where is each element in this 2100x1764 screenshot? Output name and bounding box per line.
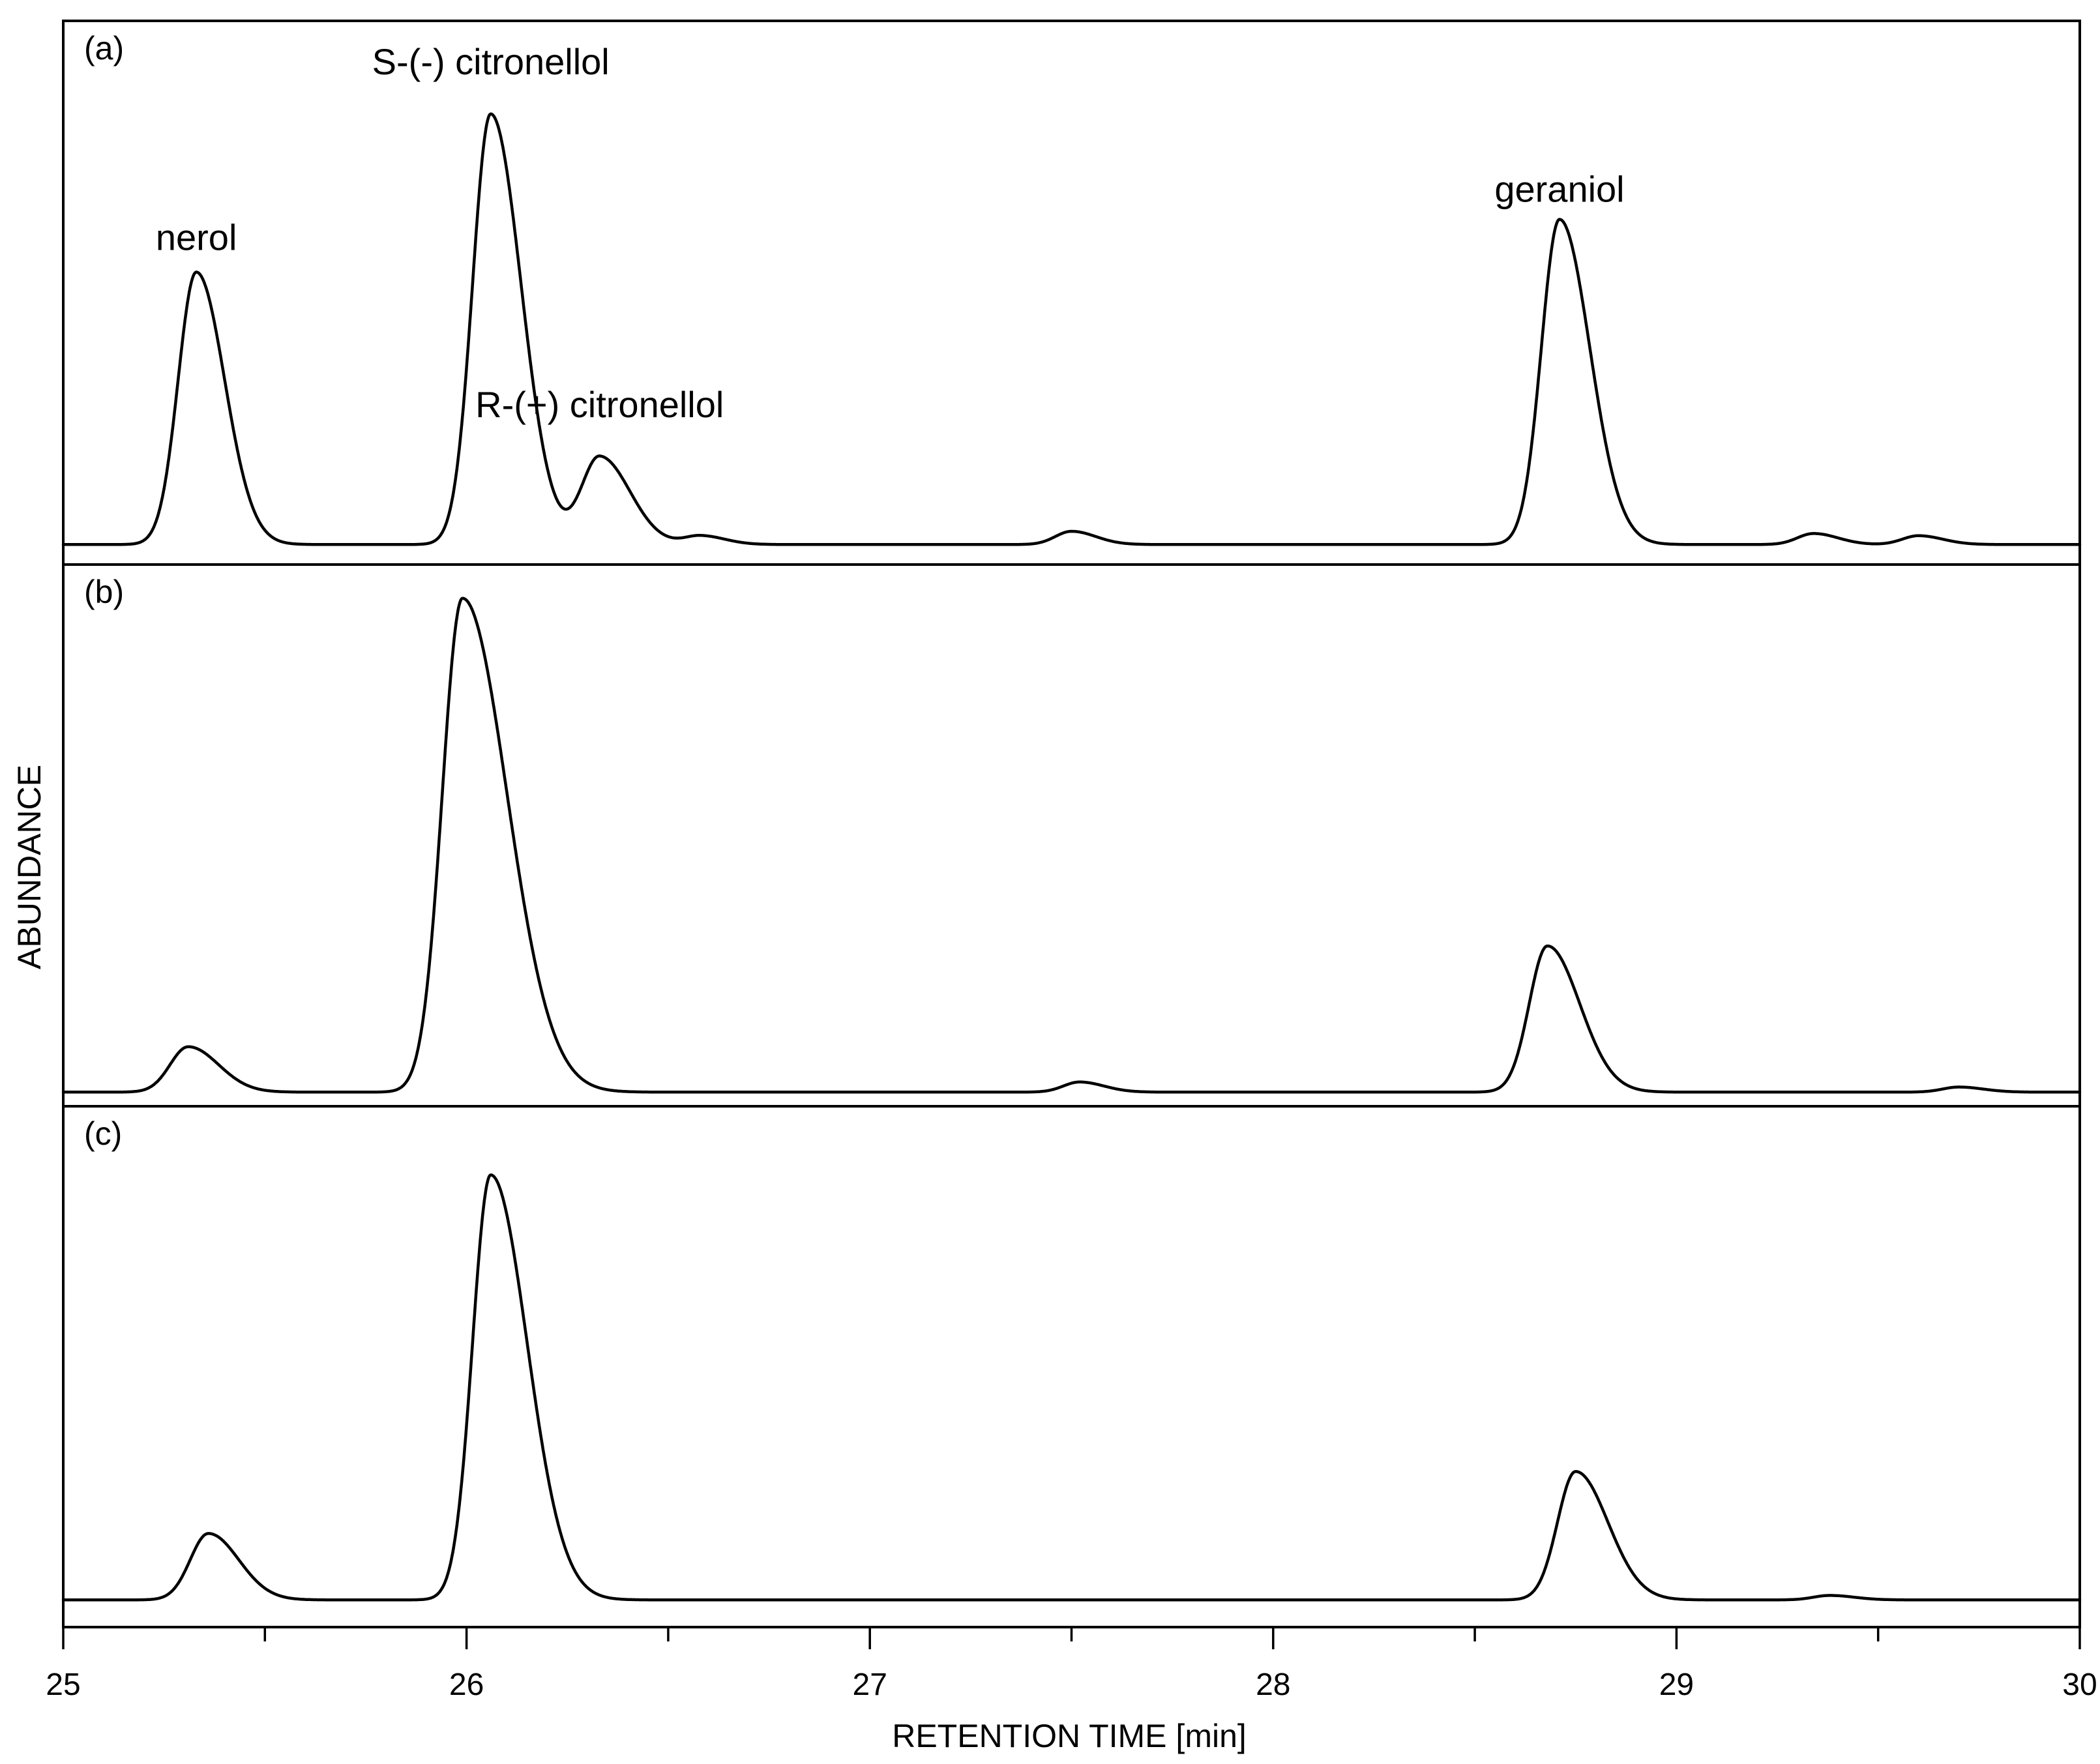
trace-panel-2 — [61, 596, 2082, 1094]
chromatogram-traces — [61, 112, 2082, 1602]
panel-frame-2 — [62, 563, 2081, 1108]
panel-label-2: (b) — [84, 574, 124, 610]
panel-labels: (a) (b) (c) — [84, 30, 124, 1152]
y-axis-title: ABUNDANCE — [11, 765, 48, 969]
peak-label-2: S-(-) citronellol — [372, 41, 610, 82]
trace-panel-1 — [61, 112, 2082, 546]
x-tick-label: 26 — [449, 1668, 484, 1702]
panel-frame-1 — [62, 20, 2081, 566]
x-tick-label: 25 — [46, 1668, 80, 1702]
peak-label-4: geraniol — [1494, 169, 1624, 210]
trace-panel-3 — [61, 1173, 2082, 1602]
peak-label-1: nerol — [156, 217, 237, 258]
x-tick-label: 30 — [2062, 1668, 2097, 1702]
x-tick-label: 27 — [853, 1668, 887, 1702]
x-axis: 25 26 27 28 29 30 — [46, 1627, 2097, 1702]
peak-label-3: R-(+) citronellol — [475, 384, 724, 425]
x-axis-title: RETENTION TIME [min] — [892, 1718, 1247, 1754]
x-tick-label: 28 — [1256, 1668, 1290, 1702]
panel-label-1: (a) — [84, 30, 124, 66]
x-tick-label: 29 — [1659, 1668, 1694, 1702]
panel-label-3: (c) — [84, 1115, 122, 1152]
peak-annotations: nerol S-(-) citronellol R-(+) citronellol g… — [156, 41, 1625, 425]
panel-frame-3 — [62, 1105, 2081, 1628]
panel-frames — [62, 20, 2081, 1628]
